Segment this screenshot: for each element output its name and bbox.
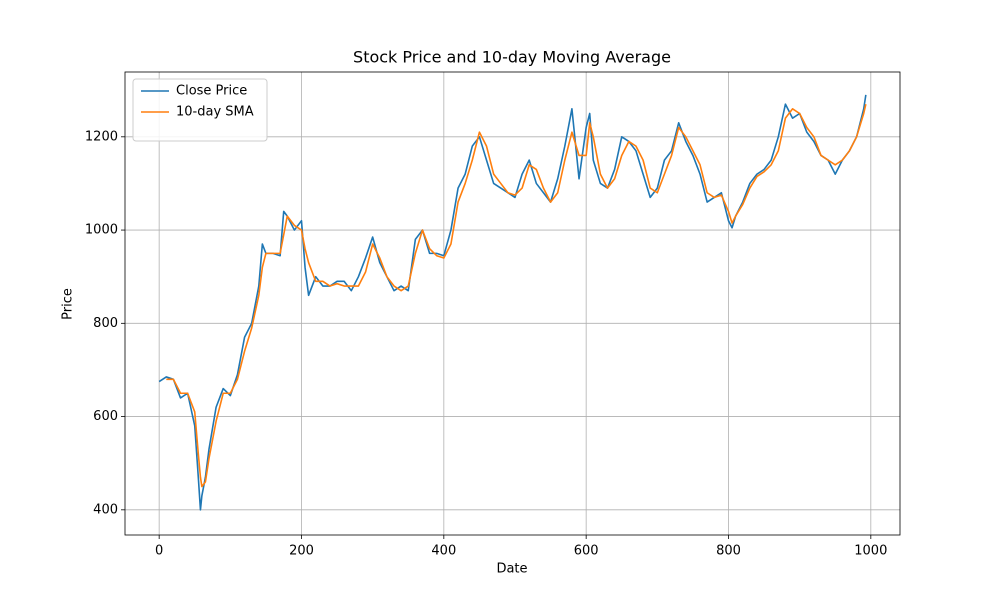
line-series (158, 94, 867, 511)
y-tick-label: 1000 (85, 223, 118, 238)
y-tick-label: 600 (93, 409, 118, 424)
x-tick-label: 1000 (854, 544, 887, 559)
chart-title: Stock Price and 10-day Moving Average (353, 48, 671, 67)
legend-box (132, 78, 268, 142)
x-tick-label: 200 (289, 544, 314, 559)
x-tick-label: 800 (716, 544, 741, 559)
y-tick-label: 1200 (85, 129, 118, 144)
x-tick-label: 600 (574, 544, 599, 559)
legend: Close Price 10-day SMA (132, 78, 268, 142)
plot-frame (124, 71, 901, 536)
x-axis-label: Date (496, 562, 527, 577)
legend-label: 10-day SMA (176, 105, 254, 120)
y-tick-label: 800 (93, 316, 118, 331)
line-series (166, 103, 867, 488)
legend-label: Close Price (176, 84, 247, 99)
x-tick-label: 0 (155, 544, 163, 559)
x-tick-label: 400 (431, 544, 456, 559)
y-tick-label: 400 (93, 502, 118, 517)
y-axis-label: Price (61, 288, 76, 320)
